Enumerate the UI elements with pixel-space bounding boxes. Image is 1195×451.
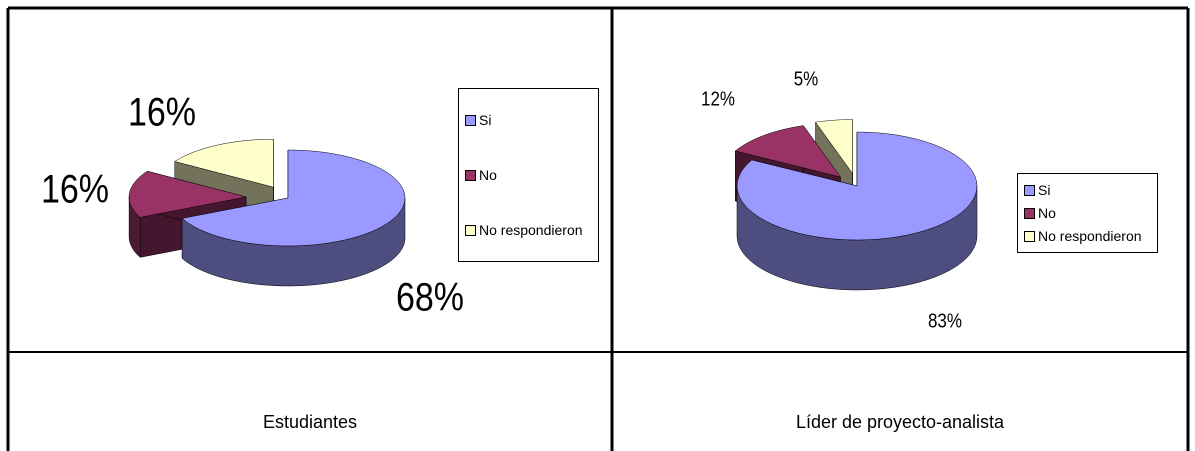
data-label: 16% bbox=[41, 166, 109, 211]
legend-label: No bbox=[479, 166, 497, 183]
legend-swatch bbox=[1024, 231, 1035, 243]
pie-slice bbox=[128, 170, 247, 218]
legend-entry: No bbox=[465, 167, 592, 183]
caption: Estudiantes bbox=[262, 412, 358, 432]
data-label: 5% bbox=[794, 67, 819, 90]
legend-entry: Si bbox=[465, 112, 592, 128]
pie-slice bbox=[181, 149, 406, 247]
legend-entry: Si bbox=[1024, 182, 1151, 198]
legend-label: Si bbox=[1038, 181, 1051, 198]
legend-swatch bbox=[465, 169, 476, 181]
legend-swatch bbox=[465, 115, 476, 127]
data-label: 12% bbox=[701, 87, 735, 110]
legend-entry: No respondieron bbox=[465, 222, 592, 238]
data-label: 68% bbox=[396, 274, 464, 319]
data-label: 83% bbox=[928, 309, 962, 332]
legend-swatch bbox=[1024, 207, 1035, 219]
data-label: 16% bbox=[128, 89, 196, 134]
legend: Si No No respondieron bbox=[458, 88, 599, 262]
pie-slice bbox=[734, 125, 842, 178]
pie-slice bbox=[815, 119, 853, 175]
caption: Líder de proyecto-analista bbox=[795, 412, 1005, 432]
legend-label: Si bbox=[479, 112, 492, 129]
legend: Si No No respondieron bbox=[1017, 173, 1158, 253]
legend-label: No respondieron bbox=[479, 221, 583, 238]
legend-label: No respondieron bbox=[1038, 228, 1142, 245]
pie-slice bbox=[174, 138, 274, 188]
legend-entry: No bbox=[1024, 205, 1151, 221]
pie-slice bbox=[736, 131, 978, 241]
legend-swatch bbox=[465, 224, 476, 236]
legend-swatch bbox=[1024, 184, 1035, 196]
legend-label: No bbox=[1038, 204, 1056, 221]
legend-entry: No respondieron bbox=[1024, 228, 1151, 244]
